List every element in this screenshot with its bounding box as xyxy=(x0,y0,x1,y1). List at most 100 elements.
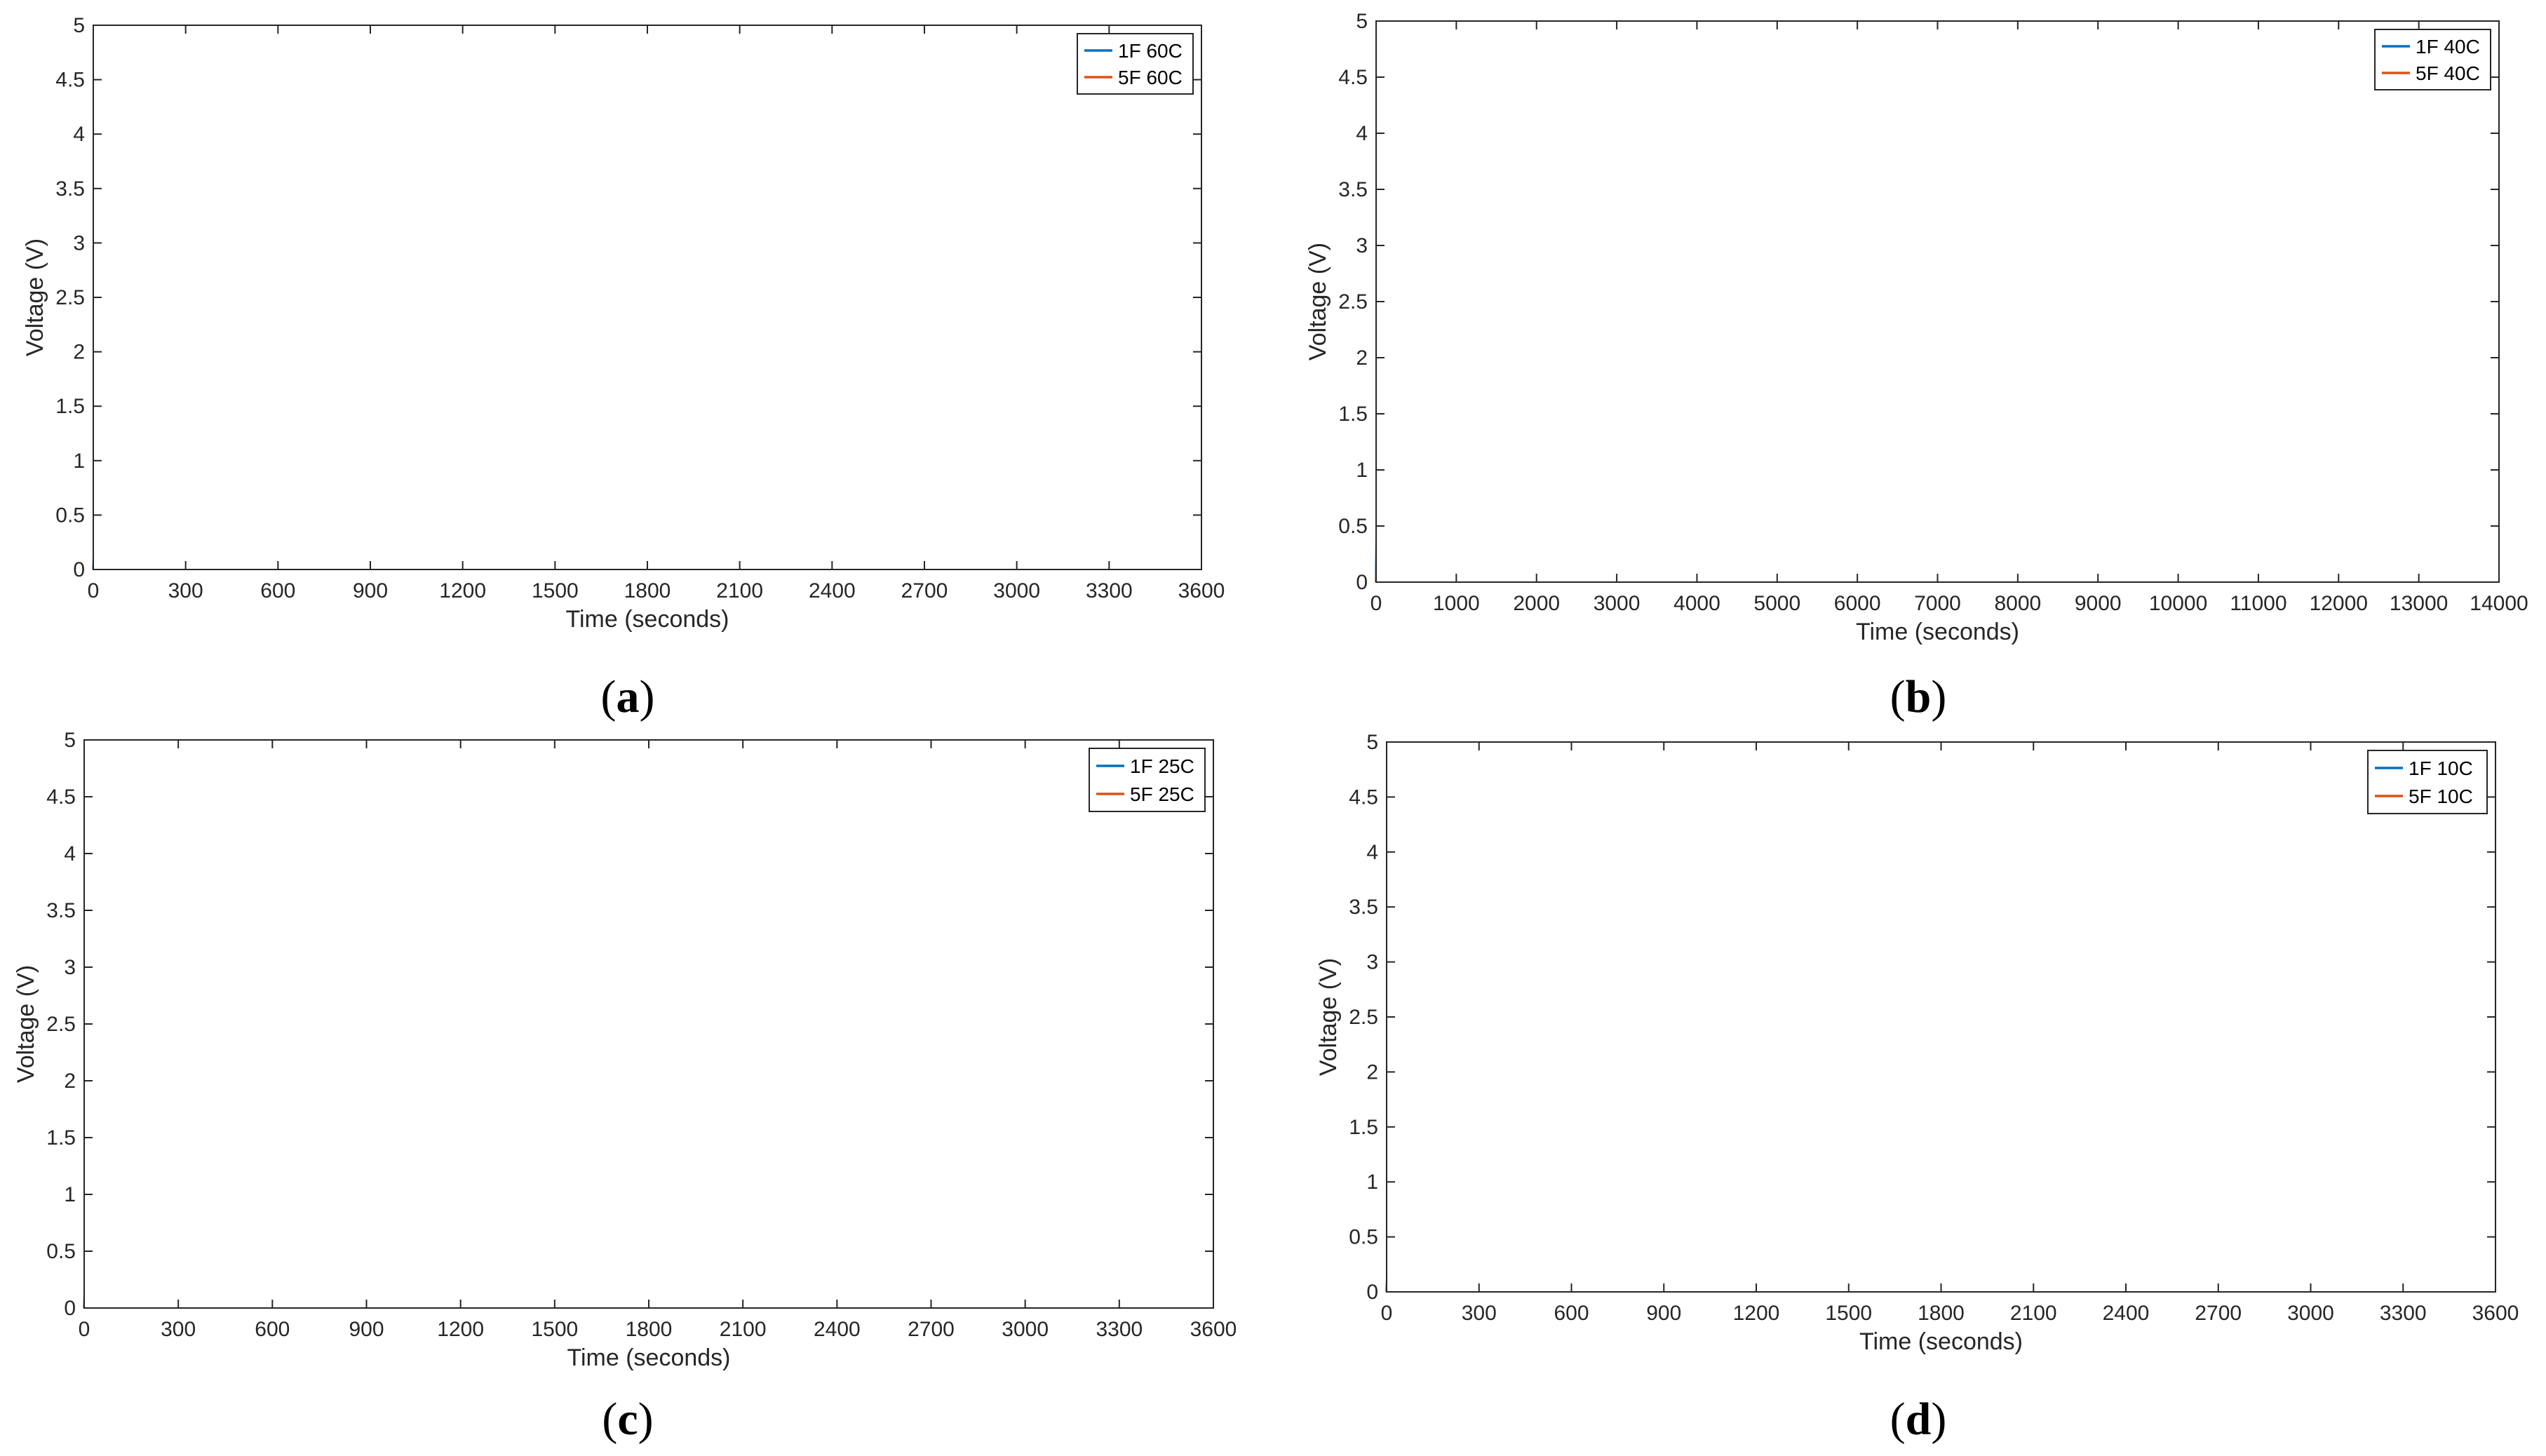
y-tick-label: 0.5 xyxy=(46,1240,76,1263)
y-tick-label: 4.5 xyxy=(1338,66,1368,89)
x-tick-label: 1500 xyxy=(1825,1302,1872,1325)
x-tick-label: 1800 xyxy=(1918,1302,1965,1325)
caption-close: ) xyxy=(1931,1394,1946,1445)
y-tick-label: 2 xyxy=(1356,346,1368,370)
y-tick-label: 4.5 xyxy=(1349,786,1378,809)
x-tick-label: 1200 xyxy=(1733,1302,1780,1325)
y-axis-ticks: 0 0.5 1 1.5 2 2.5 3 3.5 4 4.5 5 xyxy=(55,14,1201,581)
x-tick-label: 11000 xyxy=(2230,592,2286,615)
x-tick-label: 3600 xyxy=(1190,1318,1237,1341)
y-tick-label: 3 xyxy=(64,956,76,979)
x-tick-label: 3600 xyxy=(1178,579,1225,602)
x-tick-label: 600 xyxy=(260,579,295,602)
y-axis-label: Voltage (V) xyxy=(1315,958,1342,1076)
legend: 1F 10C 5F 10C xyxy=(2367,750,2488,814)
x-tick-label: 2000 xyxy=(1513,592,1560,615)
x-tick-label: 3000 xyxy=(1002,1318,1049,1341)
x-tick-label: 0 xyxy=(1381,1302,1393,1325)
x-tick-label: 9000 xyxy=(2075,592,2122,615)
x-tick-label: 2100 xyxy=(720,1318,767,1341)
y-tick-label: 1.5 xyxy=(1349,1116,1378,1139)
chart-panel-d: 0 300 600 900 1200 1500 1800 2100 2400 2700 3000 33… xyxy=(1315,731,2519,1445)
x-tick-label: 2700 xyxy=(901,579,948,602)
y-tick-label: 2.5 xyxy=(55,286,85,309)
x-tick-label: 1500 xyxy=(531,1318,578,1341)
x-tick-label: 14000 xyxy=(2470,592,2528,615)
y-tick-label: 5 xyxy=(1356,10,1368,33)
legend-box xyxy=(1077,33,1194,95)
y-axis-label: Voltage (V) xyxy=(13,965,39,1083)
y-axis-label: Voltage (V) xyxy=(1305,243,1331,360)
y-tick-label: 2.5 xyxy=(1338,290,1368,314)
y-tick-label: 2.5 xyxy=(1349,1006,1378,1029)
caption-close: ) xyxy=(638,1394,654,1445)
x-tick-label: 600 xyxy=(255,1318,290,1341)
chart-panel-c: 0 300 600 900 1200 1500 1800 2100 2400 2700 3000 33… xyxy=(13,729,1237,1445)
y-tick-label: 1.5 xyxy=(46,1126,76,1150)
legend: 1F 40C 5F 40C xyxy=(2374,29,2491,90)
y-tick-label: 2 xyxy=(1366,1060,1378,1084)
y-tick-label: 0 xyxy=(1366,1281,1378,1304)
x-tick-label: 3000 xyxy=(1594,592,1641,615)
caption-close: ) xyxy=(1931,671,1946,722)
x-tick-label: 1200 xyxy=(437,1318,484,1341)
x-tick-label: 8000 xyxy=(1994,592,2041,615)
y-tick-label: 4 xyxy=(1356,122,1368,145)
y-tick-label: 0.5 xyxy=(1338,515,1368,538)
x-axis-label: Time (seconds) xyxy=(1856,619,2019,645)
x-tick-label: 1800 xyxy=(626,1318,673,1341)
legend-entry: 5F 60C xyxy=(1118,67,1183,88)
legend-entry: 1F 10C xyxy=(2409,757,2473,779)
panel-caption: (d) xyxy=(1890,1394,1947,1445)
y-axis-ticks: 0 0.5 1 1.5 2 2.5 3 3.5 4 4.5 5 xyxy=(46,729,1213,1320)
y-tick-label: 3.5 xyxy=(1338,178,1368,201)
legend-entry: 1F 60C xyxy=(1118,40,1183,62)
y-tick-label: 5 xyxy=(73,14,85,37)
legend-entry: 5F 25C xyxy=(1130,783,1194,805)
legend-entry: 1F 25C xyxy=(1130,755,1194,777)
y-tick-label: 3.5 xyxy=(55,177,85,201)
panel-caption: (c) xyxy=(602,1394,653,1445)
x-axis-label: Time (seconds) xyxy=(565,606,729,633)
x-tick-label: 5000 xyxy=(1753,592,1800,615)
x-tick-label: 2700 xyxy=(908,1318,955,1341)
caption-close: ) xyxy=(640,671,655,722)
x-tick-label: 0 xyxy=(88,579,100,602)
y-tick-label: 5 xyxy=(1366,731,1378,754)
x-tick-label: 3300 xyxy=(1096,1318,1143,1341)
y-tick-label: 2.5 xyxy=(46,1013,76,1036)
y-axis-label: Voltage (V) xyxy=(22,238,48,356)
x-tick-label: 0 xyxy=(79,1318,90,1341)
x-tick-label: 0 xyxy=(1370,592,1382,615)
panel-caption: (b) xyxy=(1890,671,1947,722)
x-axis-ticks: 0 300 600 900 1200 1500 1800 2100 2400 2700 3000 33… xyxy=(79,740,1237,1341)
x-tick-label: 900 xyxy=(353,579,388,602)
x-tick-label: 2100 xyxy=(2010,1302,2057,1325)
x-tick-label: 3000 xyxy=(993,579,1040,602)
x-tick-label: 3300 xyxy=(1086,579,1133,602)
x-tick-label: 2400 xyxy=(814,1318,861,1341)
legend-box xyxy=(1089,748,1206,812)
y-tick-label: 1.5 xyxy=(1338,403,1368,426)
y-tick-label: 4 xyxy=(73,123,85,146)
x-axis-label: Time (seconds) xyxy=(1859,1328,2023,1355)
y-tick-label: 0 xyxy=(73,558,85,581)
chart-panel-b: 0 1000 2000 3000 4000 5000 6000 7000 8000 9000 100… xyxy=(1305,10,2528,722)
y-tick-label: 3.5 xyxy=(46,899,76,922)
y-tick-label: 2 xyxy=(73,341,85,364)
y-tick-label: 4 xyxy=(1366,841,1378,864)
y-axis-ticks: 0 0.5 1 1.5 2 2.5 3 3.5 4 4.5 5 xyxy=(1349,731,2496,1304)
x-tick-label: 2100 xyxy=(716,579,763,602)
x-tick-label: 13000 xyxy=(2390,592,2448,615)
x-tick-label: 600 xyxy=(1554,1302,1589,1325)
y-tick-label: 1 xyxy=(64,1183,76,1206)
x-tick-label: 300 xyxy=(1462,1302,1497,1325)
x-tick-label: 4000 xyxy=(1673,592,1720,615)
x-tick-label: 10000 xyxy=(2149,592,2207,615)
x-tick-label: 1000 xyxy=(1433,592,1480,615)
x-tick-label: 300 xyxy=(161,1318,196,1341)
chart-panels: 0 300 600 900 1200 1500 1800 2100 2400 2700 3000 33… xyxy=(13,10,2528,1445)
y-tick-label: 3 xyxy=(1366,951,1378,974)
y-tick-label: 1 xyxy=(1366,1171,1378,1194)
axes-box xyxy=(1386,741,2496,1293)
